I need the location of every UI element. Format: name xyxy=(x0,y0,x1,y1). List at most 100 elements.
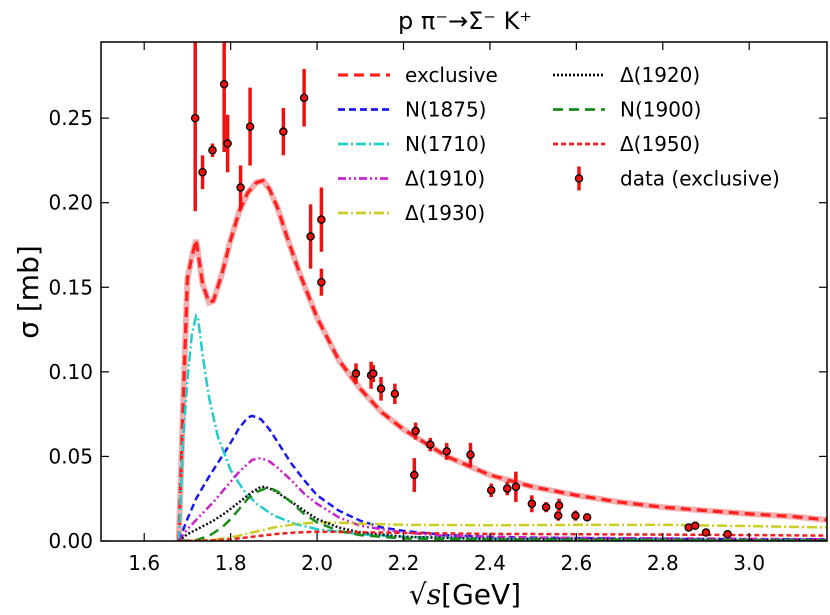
legend-entry: N(1875) xyxy=(338,98,486,122)
data-marker xyxy=(582,513,592,522)
legend-label: N(1875) xyxy=(405,98,486,122)
data-marker xyxy=(390,389,400,399)
series-n-1710 xyxy=(177,312,827,541)
data-point xyxy=(317,187,326,252)
legend-entry: data (exclusive) xyxy=(574,166,780,191)
data-marker xyxy=(541,502,551,512)
data-marker xyxy=(411,426,420,436)
series-exclusive xyxy=(177,178,827,541)
sqrt-symbol: √ xyxy=(409,578,427,611)
x-tick-label: 1.8 xyxy=(215,551,247,575)
data-marker xyxy=(553,511,563,520)
data-marker xyxy=(426,440,435,449)
data-marker xyxy=(351,369,361,378)
data-point xyxy=(236,165,245,210)
y-tick-label: 0.25 xyxy=(48,106,93,130)
data-marker xyxy=(442,447,451,456)
data-marker xyxy=(723,529,732,539)
legend-label: data (exclusive) xyxy=(620,167,780,191)
data-marker xyxy=(279,127,288,136)
data-point xyxy=(442,442,451,460)
data-marker xyxy=(317,215,326,224)
series-1950 xyxy=(178,530,827,541)
y-tick-label: 0.00 xyxy=(48,529,93,553)
x-axis-unit: [GeV] xyxy=(441,578,521,611)
data-marker xyxy=(208,146,217,155)
data-point xyxy=(219,42,229,152)
data-point xyxy=(245,87,255,166)
data-point xyxy=(502,481,512,496)
data-point xyxy=(376,376,386,401)
series-1930 xyxy=(178,521,827,541)
y-tick-label: 0.10 xyxy=(48,360,93,384)
data-marker xyxy=(317,277,326,287)
x-tick-label: 2.2 xyxy=(388,551,420,575)
data-point xyxy=(426,437,435,452)
x-tick-label: 3.0 xyxy=(733,551,765,575)
axis-ticks: 1.6 1.8 2.0 2.2 2.4 2.6 2.8 3.0 0.00 0.05 0.10 0.15… xyxy=(48,42,827,575)
legend-entry: Δ(1950) xyxy=(553,132,700,156)
legend-entry: Δ(1930) xyxy=(338,201,485,225)
legend-swatch-marker xyxy=(574,174,584,183)
x-tick-label: 2.8 xyxy=(647,551,679,575)
series-n-1900 xyxy=(178,486,827,541)
data-points xyxy=(190,42,732,539)
legend: exclusive N(1875) N(1710) Δ(1910) Δ(1930) Δ(1… xyxy=(338,63,780,225)
data-marker xyxy=(410,470,419,480)
series-1920 xyxy=(178,485,827,541)
data-point xyxy=(198,155,207,190)
legend-entry: Δ(1920) xyxy=(553,63,700,87)
data-point xyxy=(571,510,580,521)
data-point xyxy=(351,363,361,384)
data-point xyxy=(208,143,217,158)
y-tick-label: 0.05 xyxy=(48,444,93,468)
model-curves xyxy=(175,177,827,541)
y-axis-label: σ [mb] xyxy=(12,245,45,339)
legend-label: Δ(1920) xyxy=(620,63,700,87)
legend-entry: N(1900) xyxy=(553,98,701,122)
x-tick-label: 2.0 xyxy=(301,551,333,575)
data-marker xyxy=(486,486,496,495)
data-marker xyxy=(245,122,255,131)
data-marker xyxy=(466,450,475,459)
data-point xyxy=(279,107,288,156)
data-point xyxy=(410,458,419,492)
legend-label: Δ(1910) xyxy=(405,167,485,191)
data-marker xyxy=(190,113,200,123)
data-point xyxy=(390,383,400,404)
data-point xyxy=(466,442,475,467)
data-marker xyxy=(368,369,378,378)
data-marker xyxy=(527,499,537,509)
data-point xyxy=(223,114,232,173)
data-marker xyxy=(511,482,521,492)
data-marker xyxy=(376,384,386,394)
exclusive-band xyxy=(175,177,827,541)
data-marker xyxy=(306,232,315,241)
x-tick-label: 2.6 xyxy=(560,551,592,575)
data-point xyxy=(411,422,420,440)
legend-label: N(1710) xyxy=(405,132,486,156)
x-tick-label: 2.4 xyxy=(474,551,506,575)
data-marker xyxy=(299,93,309,103)
x-tick-label: 1.6 xyxy=(128,551,160,575)
y-tick-label: 0.15 xyxy=(48,275,93,299)
legend-label: exclusive xyxy=(405,63,498,87)
series-1910 xyxy=(177,456,827,541)
data-point xyxy=(299,69,309,127)
data-point xyxy=(541,502,551,513)
plot-frame xyxy=(100,41,828,542)
data-marker xyxy=(554,501,564,510)
legend-label: Δ(1930) xyxy=(405,201,485,225)
data-marker xyxy=(571,511,580,520)
x-axis-variable: s xyxy=(427,578,441,611)
legend-entry: Δ(1910) xyxy=(338,167,485,191)
data-point xyxy=(701,528,711,537)
data-point xyxy=(690,521,700,531)
x-axis-label: √s[GeV] xyxy=(409,578,521,611)
data-point xyxy=(190,42,200,212)
data-marker xyxy=(223,139,232,148)
data-point xyxy=(511,471,521,503)
legend-label: N(1900) xyxy=(620,98,701,122)
data-point xyxy=(306,204,315,269)
